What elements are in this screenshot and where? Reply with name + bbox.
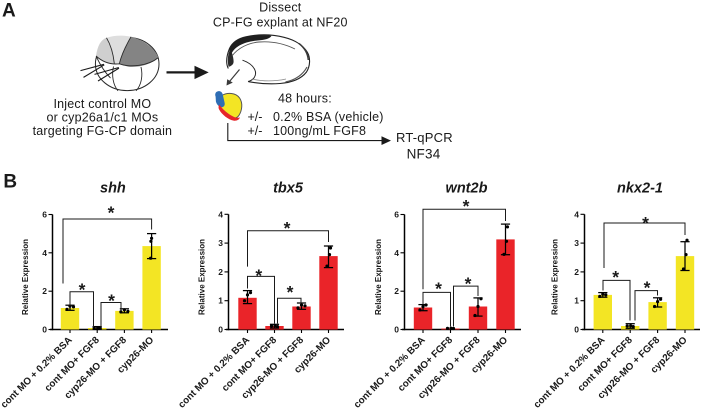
svg-text:*: * (108, 291, 115, 311)
svg-text:A: A (2, 1, 16, 22)
svg-text:4: 4 (42, 248, 47, 258)
svg-text:RT-qPCR: RT-qPCR (396, 130, 453, 145)
svg-text:targeting FG-CP domain: targeting FG-CP domain (33, 124, 173, 138)
svg-text:6: 6 (394, 210, 399, 220)
svg-text:Relative Expression: Relative Expression (21, 239, 30, 315)
svg-text:0: 0 (574, 325, 579, 335)
svg-text:0.2% BSA (vehicle): 0.2% BSA (vehicle) (273, 110, 384, 124)
svg-text:2: 2 (42, 286, 47, 296)
svg-text:CP-FG explant at NF20: CP-FG explant at NF20 (213, 15, 348, 29)
svg-text:Inject control MO: Inject control MO (53, 97, 151, 111)
svg-text:*: * (435, 278, 442, 298)
svg-text:*: * (108, 202, 115, 222)
svg-text:shh: shh (100, 181, 126, 197)
svg-text:100ng/mL FGF8: 100ng/mL FGF8 (273, 124, 366, 138)
svg-text:0: 0 (42, 325, 47, 335)
svg-text:or cyp26a1/c1 MOs: or cyp26a1/c1 MOs (47, 110, 159, 124)
svg-text:*: * (642, 213, 649, 233)
svg-text:1: 1 (574, 296, 579, 306)
svg-text:nkx2-1: nkx2-1 (617, 181, 663, 197)
svg-text:4: 4 (574, 209, 579, 219)
svg-text:2: 2 (218, 267, 223, 277)
svg-text:4: 4 (218, 209, 223, 219)
svg-text:*: * (79, 279, 86, 299)
svg-text:Dissect: Dissect (259, 1, 302, 15)
svg-text:6: 6 (42, 210, 47, 220)
svg-text:Relative Expression: Relative Expression (551, 239, 560, 315)
svg-text:tbx5: tbx5 (273, 181, 304, 197)
svg-text:0: 0 (218, 325, 223, 335)
svg-text:3: 3 (574, 238, 579, 248)
svg-text:48 hours:: 48 hours: (278, 91, 332, 105)
svg-text:*: * (644, 278, 651, 298)
svg-text:*: * (287, 282, 294, 302)
svg-text:1: 1 (218, 296, 223, 306)
svg-text:2: 2 (394, 286, 399, 296)
svg-text:2: 2 (574, 267, 579, 277)
svg-text:Relative Expression: Relative Expression (198, 239, 207, 315)
svg-text:+/-: +/- (248, 110, 263, 124)
svg-text:*: * (463, 196, 470, 216)
svg-text:NF34: NF34 (407, 147, 441, 162)
svg-text:0: 0 (394, 325, 399, 335)
svg-text:Relative Expression: Relative Expression (374, 239, 383, 315)
svg-text:+/-: +/- (248, 124, 263, 138)
svg-text:*: * (255, 266, 262, 286)
svg-text:3: 3 (218, 238, 223, 248)
svg-text:B: B (3, 171, 17, 192)
svg-text:wnt2b: wnt2b (446, 181, 488, 197)
svg-text:*: * (465, 274, 472, 294)
svg-text:*: * (612, 267, 619, 287)
svg-text:4: 4 (394, 248, 399, 258)
svg-text:*: * (284, 218, 291, 238)
